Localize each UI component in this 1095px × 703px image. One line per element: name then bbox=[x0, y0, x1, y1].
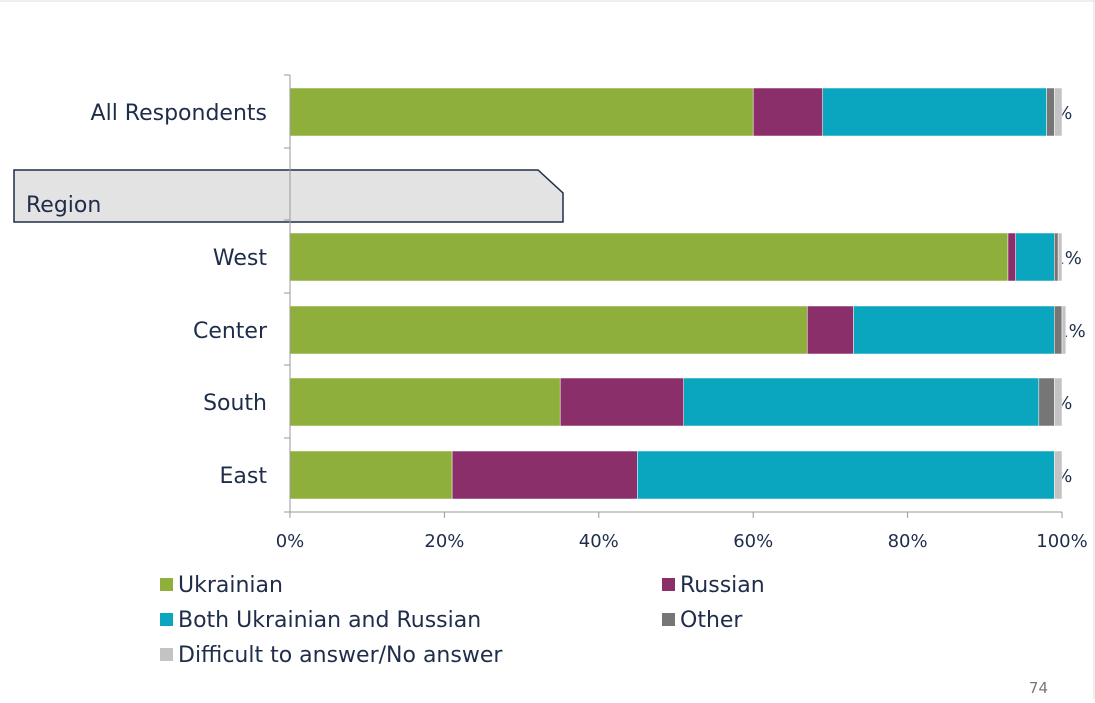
legend-swatch bbox=[662, 578, 675, 591]
region-header-label: Region bbox=[26, 193, 101, 218]
page-number: 74 bbox=[1029, 679, 1048, 697]
x-tick-label: 100% bbox=[1036, 531, 1087, 552]
bar-segment bbox=[1054, 377, 1063, 427]
bar-segment bbox=[289, 377, 561, 427]
category-label: All Respondents bbox=[91, 101, 267, 126]
bar-segment bbox=[1061, 305, 1067, 355]
bar-segment bbox=[289, 305, 808, 355]
bar-segment bbox=[1046, 87, 1055, 137]
bar-segment bbox=[289, 232, 1009, 282]
category-label: East bbox=[220, 464, 268, 489]
bar-segment bbox=[1057, 232, 1063, 282]
legend-label: Difficult to answer/No answer bbox=[178, 643, 503, 668]
bar-segment bbox=[1054, 87, 1063, 137]
legend-swatch bbox=[160, 613, 173, 626]
bar-segment bbox=[683, 377, 1040, 427]
x-tick-label: 80% bbox=[888, 531, 928, 552]
category-label: South bbox=[203, 391, 267, 416]
bar-segment bbox=[559, 377, 684, 427]
bar-segment bbox=[806, 305, 854, 355]
legend-label: Other bbox=[680, 608, 743, 633]
legend-swatch bbox=[160, 648, 173, 661]
legend-label: Ukrainian bbox=[178, 573, 283, 598]
bar-segment bbox=[1038, 377, 1055, 427]
bar-segment bbox=[451, 450, 638, 500]
bar-segment bbox=[1054, 305, 1063, 355]
bar-segment bbox=[1015, 232, 1055, 282]
category-label: Center bbox=[193, 319, 268, 344]
legend-swatch bbox=[662, 613, 675, 626]
region-header: Region bbox=[13, 169, 564, 223]
legend-label: Both Ukrainian and Russian bbox=[178, 608, 481, 633]
bar-segment bbox=[1054, 450, 1063, 500]
bar-segment bbox=[637, 450, 1055, 500]
legend-swatch bbox=[160, 578, 173, 591]
bar-segment bbox=[1054, 232, 1059, 282]
x-tick-label: 20% bbox=[424, 531, 464, 552]
x-tick-label: 0% bbox=[276, 531, 305, 552]
legend-label: Russian bbox=[680, 573, 765, 598]
bar-segment bbox=[1007, 232, 1016, 282]
bar-segment bbox=[289, 87, 754, 137]
x-tick-label: 60% bbox=[733, 531, 773, 552]
bar-segment bbox=[822, 87, 1047, 137]
bar-segment bbox=[853, 305, 1055, 355]
bar-segment bbox=[289, 450, 453, 500]
x-tick-label: 40% bbox=[579, 531, 619, 552]
bar-segment bbox=[752, 87, 823, 137]
category-label: West bbox=[213, 246, 267, 271]
